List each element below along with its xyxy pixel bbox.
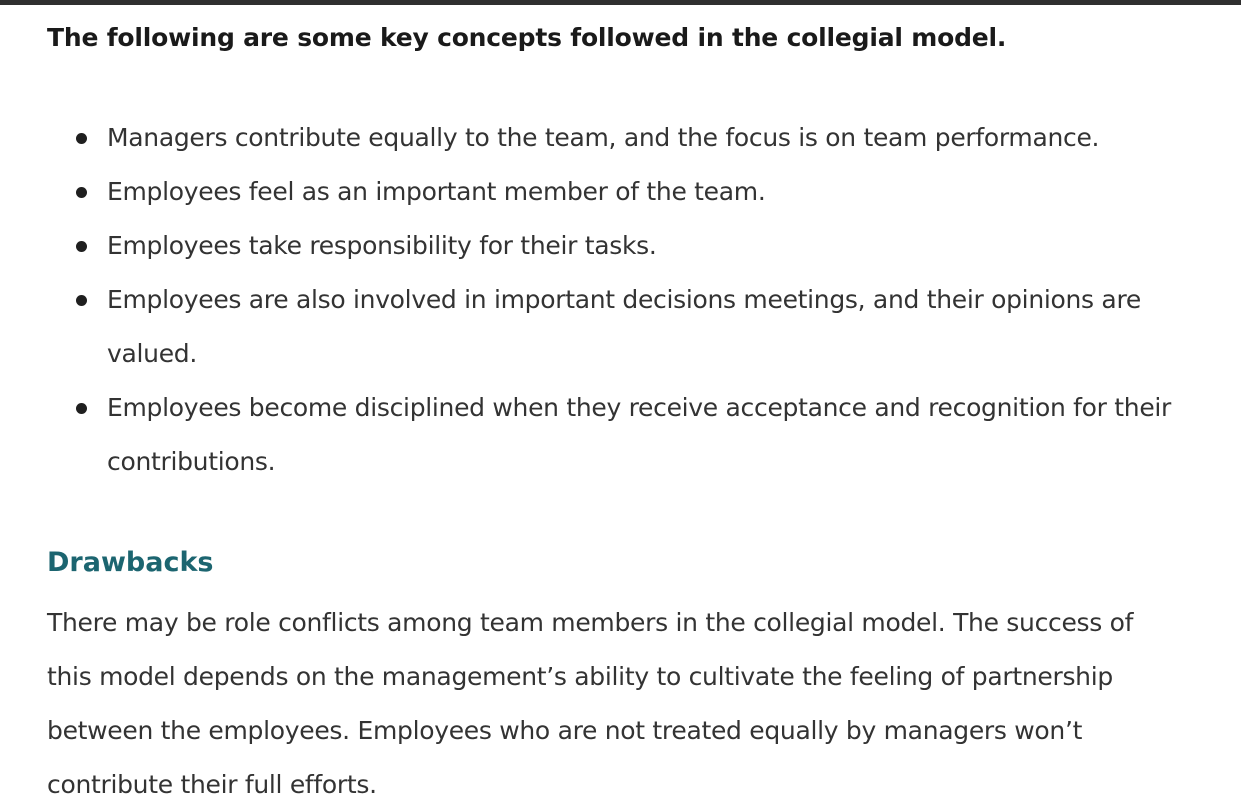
drawbacks-heading: Drawbacks [47, 547, 214, 578]
key-concepts-list: Managers contribute equally to the team,… [47, 111, 1217, 489]
top-border [0, 0, 1241, 5]
bullet-icon [76, 187, 87, 198]
bullet-icon [76, 403, 87, 414]
bullet-icon [76, 241, 87, 252]
list-item: Employees become disciplined when they r… [76, 381, 1217, 489]
bullet-icon [76, 295, 87, 306]
list-item-text: Employees feel as an important member of… [107, 177, 766, 206]
list-item-text: Employees take responsibility for their … [107, 231, 657, 260]
list-item: Employees feel as an important member of… [76, 165, 1217, 219]
list-item-text: Employees are also involved in important… [107, 285, 1141, 368]
list-item-text: Managers contribute equally to the team,… [107, 123, 1100, 152]
article-content: The following are some key concepts foll… [47, 18, 1217, 812]
drawbacks-paragraph: There may be role conflicts among team m… [47, 608, 1134, 799]
list-item: Employees are also involved in important… [76, 273, 1217, 381]
intro-paragraph: The following are some key concepts foll… [47, 23, 1007, 52]
list-item-text: Employees become disciplined when they r… [107, 393, 1172, 476]
list-item: Managers contribute equally to the team,… [76, 111, 1217, 165]
bullet-icon [76, 133, 87, 144]
list-item: Employees take responsibility for their … [76, 219, 1217, 273]
